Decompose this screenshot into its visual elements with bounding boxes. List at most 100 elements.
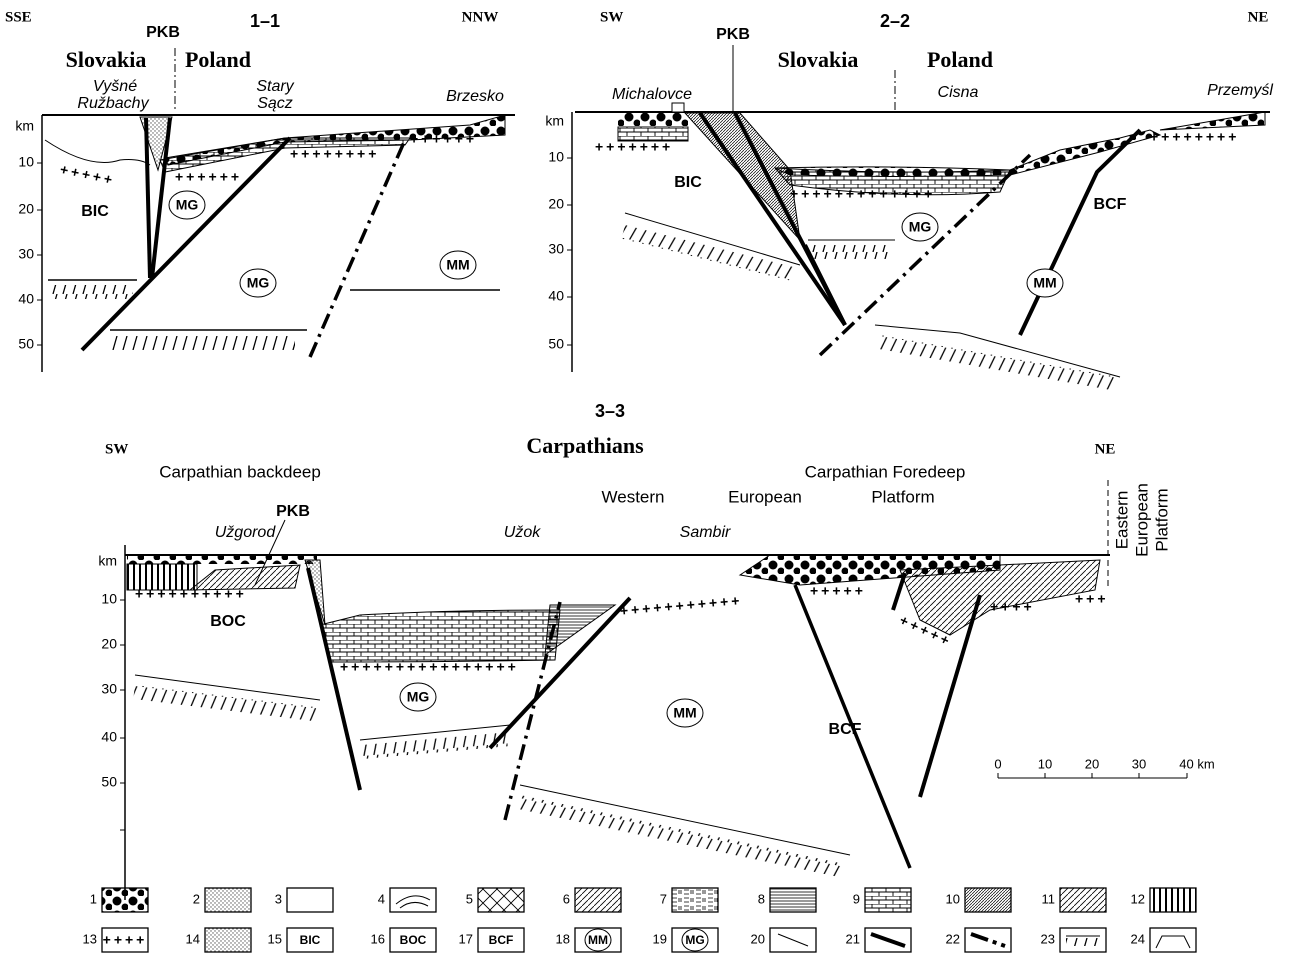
label: 30 (548, 241, 564, 257)
label: 10 (1038, 756, 1052, 771)
label: SW (600, 9, 623, 25)
label: BIC (300, 933, 321, 947)
label: 30 (18, 246, 34, 262)
label: Slovakia (778, 47, 859, 72)
label: MM (446, 257, 469, 273)
legend-box (205, 888, 251, 912)
svg-text:+++++++++++++: +++++++++++++ (790, 186, 935, 202)
label: Vyšné (93, 78, 137, 95)
label: MM (588, 933, 608, 947)
label: km (98, 553, 117, 569)
label: MM (1033, 275, 1056, 291)
label: Brzesko (446, 88, 504, 105)
label: Michalovce (612, 86, 692, 103)
label: BCF (489, 933, 514, 947)
label: Platform (1152, 488, 1171, 551)
svg-text:+++: +++ (1075, 591, 1109, 607)
label: 19 (653, 931, 667, 946)
label: European (728, 487, 802, 506)
label: 20 (1085, 756, 1099, 771)
label: 12 (1131, 891, 1145, 906)
label: MG (909, 219, 932, 235)
label: Eastern (1112, 491, 1131, 550)
label: BCF (829, 721, 862, 738)
label: 14 (186, 931, 200, 946)
label: 50 (18, 336, 34, 352)
svg-text:+++++++++++: +++++++++++ (619, 592, 743, 619)
label: 10 (946, 891, 960, 906)
label: 17 (459, 931, 473, 946)
label: 15 (268, 931, 282, 946)
legend: ++++ (102, 888, 1196, 952)
label: BCF (1094, 196, 1127, 213)
label: 21 (846, 931, 860, 946)
label: Platform (871, 487, 934, 506)
label: 50 (548, 336, 564, 352)
legend-box (1060, 888, 1106, 912)
label: 7 (660, 891, 667, 906)
label: Sącz (257, 95, 293, 112)
legend-box (965, 888, 1011, 912)
legend-box (102, 888, 148, 912)
label: km (15, 118, 34, 134)
label: 13 (83, 931, 97, 946)
svg-text:++++++++++: ++++++++++ (135, 586, 247, 602)
svg-text:++++++: ++++++ (410, 131, 477, 147)
label: 3–3 (595, 401, 625, 421)
label: PKB (276, 503, 310, 520)
label: 5 (466, 891, 473, 906)
label: European (1132, 483, 1151, 557)
label: 9 (853, 891, 860, 906)
label: 18 (556, 931, 570, 946)
label: Cisna (938, 84, 979, 101)
section-3: ++++++++++ ++++++++++++++++ +++++++++++ … (125, 480, 1187, 900)
label: 10 (101, 591, 117, 607)
label: MG (176, 197, 199, 213)
legend-box (575, 888, 621, 912)
legend-box (1150, 888, 1196, 912)
label: 2–2 (880, 11, 910, 31)
label: SSE (5, 9, 32, 25)
label: Carpathian Foredeep (805, 462, 966, 481)
label: 22 (946, 931, 960, 946)
label: 40 (101, 729, 117, 745)
svg-text:++++++++: ++++++++ (1150, 129, 1239, 145)
label: NE (1248, 9, 1269, 25)
label: 30 (101, 681, 117, 697)
label: MG (247, 275, 270, 291)
svg-text:+++++++: +++++++ (595, 139, 673, 155)
svg-text:++++++++: ++++++++ (290, 146, 379, 162)
label: 20 (548, 196, 564, 212)
label: Sambir (680, 524, 731, 541)
label: PKB (716, 26, 750, 43)
label: Carpathians (526, 433, 644, 458)
label: 40 km (1179, 756, 1214, 771)
legend-symbol (1066, 938, 1100, 946)
label: Ružbachy (77, 95, 149, 112)
label: MG (407, 689, 430, 705)
label: PKB (146, 24, 180, 41)
label: Poland (185, 47, 251, 72)
label: MM (673, 705, 696, 721)
label: km (545, 113, 564, 129)
label: 8 (758, 891, 765, 906)
legend-box (965, 928, 1011, 952)
label: 1–1 (250, 11, 280, 31)
legend-box (478, 888, 524, 912)
figure: +++++ ++++++ ++++++++ ++++++ +++++++ +++… (0, 0, 1307, 954)
label: Užok (504, 524, 541, 541)
legend-box (205, 928, 251, 952)
legend-box (770, 888, 816, 912)
label: 16 (371, 931, 385, 946)
label: 50 (101, 774, 117, 790)
label: 10 (548, 149, 564, 165)
label: 3 (275, 891, 282, 906)
label: NE (1095, 441, 1116, 457)
legend-box (672, 888, 718, 912)
label: 20 (18, 201, 34, 217)
legend-box (1150, 928, 1196, 952)
legend-symbol: ++++ (103, 932, 148, 948)
label: 11 (1042, 891, 1056, 906)
label: 20 (751, 931, 765, 946)
label: Užgorod (215, 524, 277, 541)
